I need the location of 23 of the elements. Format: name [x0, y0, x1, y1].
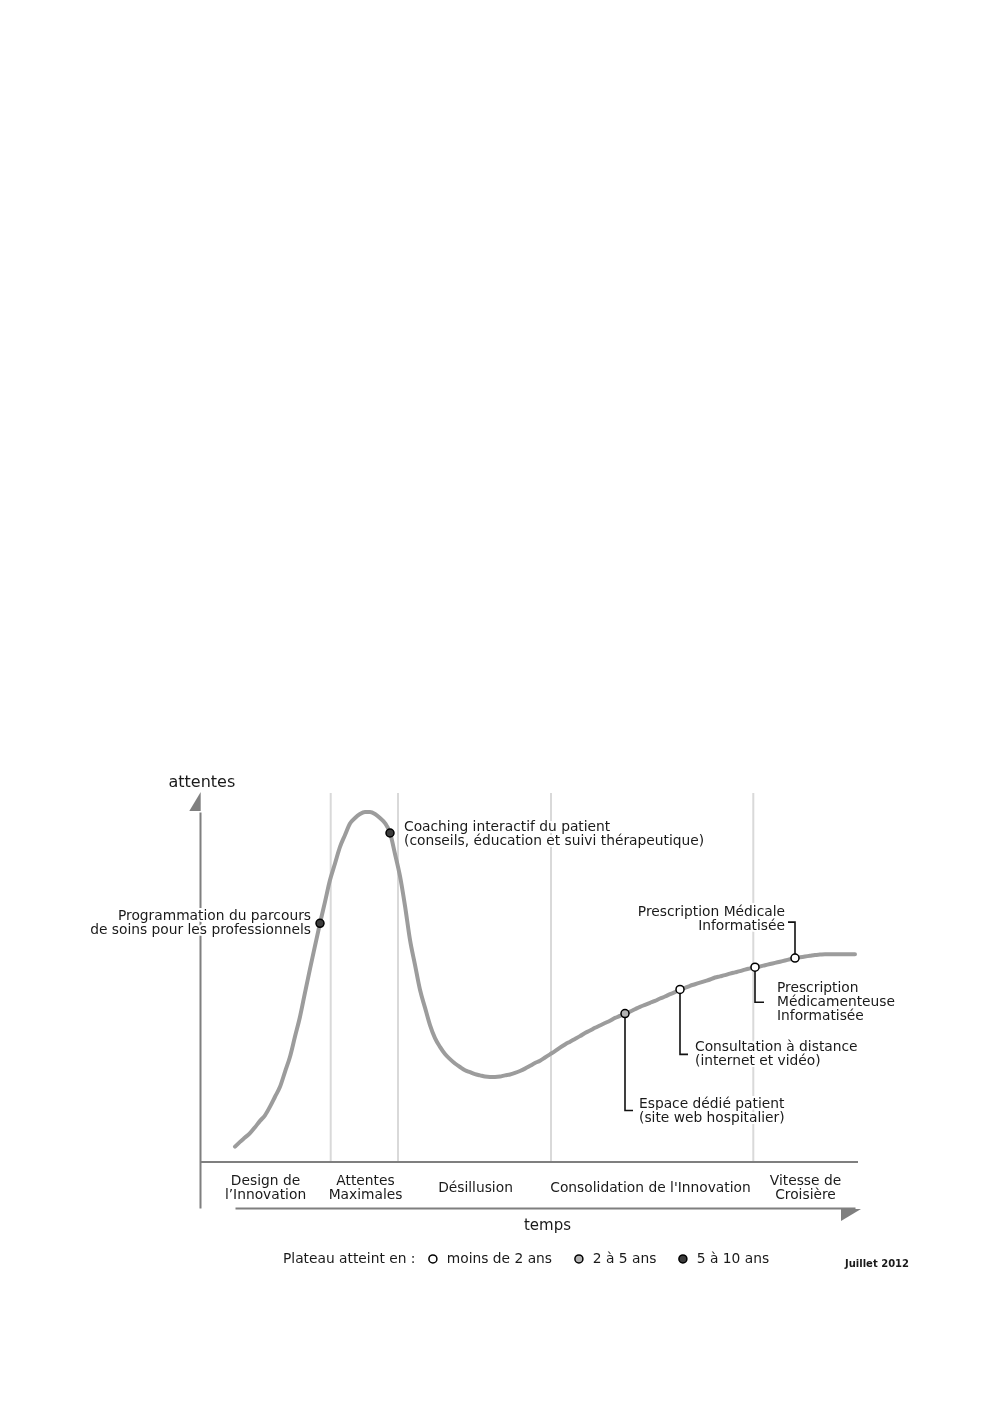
x-tick-label: Vitesse de Croisière [769, 1171, 842, 1202]
point [385, 828, 395, 838]
y-axis-title: attentes [168, 771, 236, 791]
x-tick-label: Désillusion [438, 1178, 513, 1195]
x-tick-label: Consolidation de l'Innovation [550, 1178, 751, 1195]
legend-label: 5 à 10 ans [696, 1249, 770, 1266]
annotation: Consultation à distance (internet et vidéo) [695, 1038, 858, 1069]
point [750, 962, 760, 972]
x-tick-label: Design de l’Innovation [224, 1171, 307, 1202]
annotation: Prescription Médicamenteuse Informatisée [777, 979, 896, 1024]
legend-label: 2 à 5 ans [592, 1249, 657, 1266]
x-axis-title: temps [523, 1215, 572, 1234]
text: Juillet 2012 [844, 1258, 910, 1269]
point [620, 1008, 630, 1019]
point [790, 953, 800, 963]
point [675, 984, 685, 995]
annotation: Coaching interactif du patient (conseils, éducation et suivi thérapeutique) [404, 817, 705, 848]
legend-label: moins de 2 ans [446, 1249, 553, 1266]
x-tick-label: Attentes Maximales [328, 1171, 403, 1202]
annotation: Espace dédié patient (site web hospitalier) [639, 1094, 785, 1125]
legend-title: Plateau atteint en : [283, 1250, 416, 1266]
annotation: Prescription Médicale Informatisée [637, 903, 785, 934]
point [315, 918, 325, 929]
